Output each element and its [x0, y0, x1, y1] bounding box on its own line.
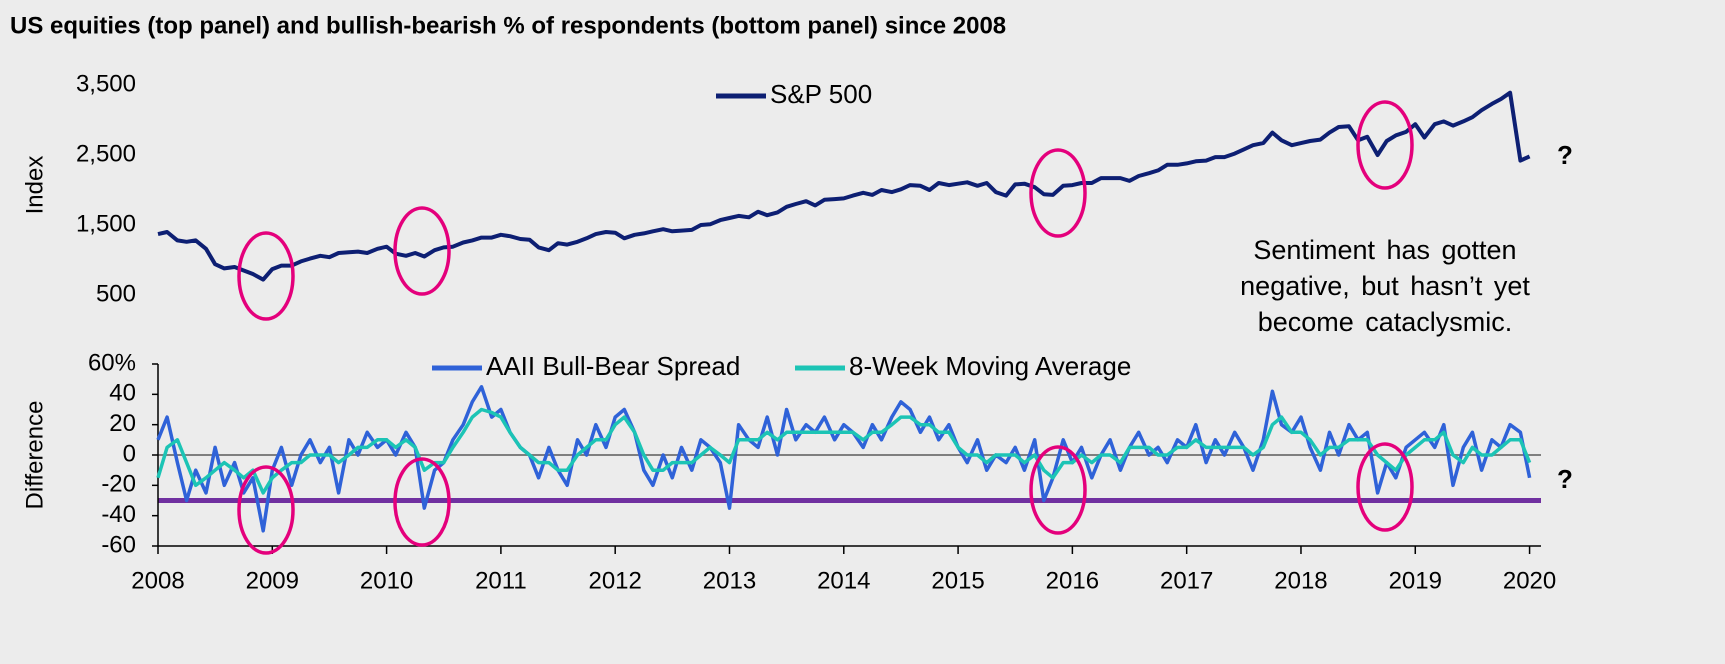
highlight-circle [1356, 100, 1414, 190]
x-tick-label: 2012 [588, 567, 641, 594]
y-tick-label: 40 [109, 380, 136, 407]
highlight-circle [393, 206, 451, 296]
y-tick-label: 0 [123, 440, 136, 467]
x-tick-label: 2017 [1160, 567, 1213, 594]
series-line [156, 407, 1532, 495]
series-line [157, 90, 1531, 282]
legend-label: 8-Week Moving Average [849, 351, 1131, 381]
annotation: become cataclysmic. [1258, 307, 1513, 337]
x-tick-label: 2016 [1046, 567, 1099, 594]
highlight-circle [1029, 445, 1087, 535]
question-mark: ? [1557, 140, 1573, 170]
chart-title: US equities (top panel) and bullish-bear… [10, 12, 1006, 39]
x-tick-label: 2013 [703, 567, 756, 594]
x-tick-label: 2008 [131, 567, 184, 594]
x-tick-label: 2018 [1274, 567, 1327, 594]
y-tick-label: 20 [109, 410, 136, 437]
y-tick-label: -20 [101, 471, 136, 498]
y-tick-label: 60% [88, 349, 136, 376]
x-tick-label: 2014 [817, 567, 870, 594]
y-axis-title: Difference [21, 401, 48, 510]
x-tick-label: 2009 [246, 567, 299, 594]
y-axis-title: Index [21, 156, 48, 215]
x-tick-label: 2015 [931, 567, 984, 594]
y-tick-label: -40 [101, 501, 136, 528]
highlight-circle [237, 231, 295, 321]
legend-label: AAII Bull-Bear Spread [486, 351, 740, 381]
x-tick-label: 2020 [1503, 567, 1556, 594]
x-tick-label: 2019 [1389, 567, 1442, 594]
annotation: Sentiment has gotten [1253, 235, 1516, 265]
y-tick-label: -60 [101, 531, 136, 558]
highlight-circle [1029, 148, 1087, 238]
highlight-circle [237, 465, 295, 555]
y-tick-label: 3,500 [76, 70, 136, 97]
highlight-circle [1356, 442, 1414, 532]
x-tick-label: 2011 [475, 567, 527, 594]
question-mark: ? [1557, 464, 1573, 494]
y-tick-label: 2,500 [76, 140, 136, 167]
legend-label: S&P 500 [770, 79, 872, 109]
y-tick-label: 500 [96, 280, 136, 307]
highlight-circles [237, 100, 1414, 555]
highlight-circle [393, 457, 451, 547]
annotation: negative, but hasn’t yet [1240, 271, 1530, 301]
x-tick-label: 2010 [360, 567, 413, 594]
y-tick-label: 1,500 [76, 210, 136, 237]
